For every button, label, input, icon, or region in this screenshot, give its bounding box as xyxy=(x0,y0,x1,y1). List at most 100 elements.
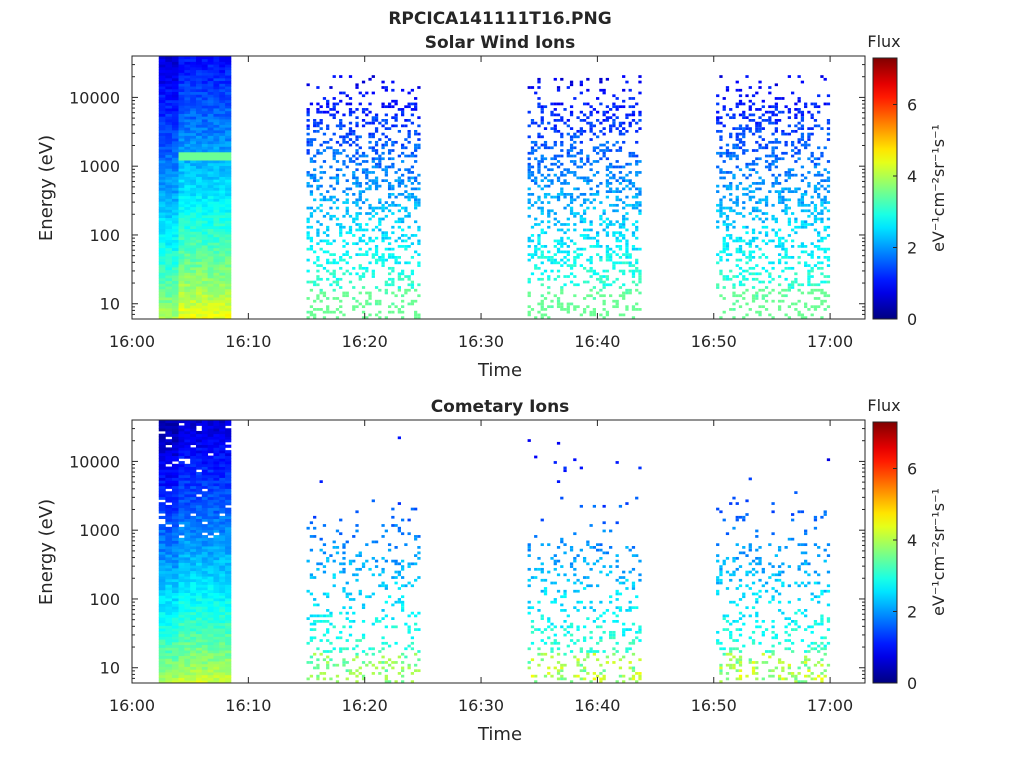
heatmap-cell xyxy=(371,206,375,210)
heatmap-cell xyxy=(745,124,749,128)
heatmap-cell xyxy=(332,149,336,152)
heatmap-cell xyxy=(201,110,209,114)
heatmap-cell xyxy=(178,176,185,180)
heatmap-cell xyxy=(638,187,642,191)
heatmap-cell xyxy=(800,313,805,317)
heatmap-cell xyxy=(225,250,232,254)
heatmap-cell xyxy=(378,201,382,204)
heatmap-cell xyxy=(190,661,197,665)
heatmap-cell xyxy=(543,308,548,311)
heatmap-cell xyxy=(184,302,191,306)
heatmap-cell xyxy=(190,663,197,667)
heatmap-cell xyxy=(768,280,772,284)
heatmap-cell xyxy=(201,428,209,432)
heatmap-cell xyxy=(527,280,531,284)
heatmap-cell xyxy=(165,245,173,249)
heatmap-cell xyxy=(573,294,577,298)
heatmap-cell xyxy=(391,187,395,191)
heatmap-cell xyxy=(213,119,220,123)
heatmap-cell xyxy=(158,308,166,312)
heatmap-cell xyxy=(213,313,220,317)
heatmap-cell xyxy=(207,160,214,164)
heatmap-cell xyxy=(342,91,346,95)
heatmap-cell xyxy=(225,680,232,684)
heatmap-cell xyxy=(195,146,203,150)
heatmap-cell xyxy=(342,162,346,166)
heatmap-cell xyxy=(225,190,232,194)
heatmap-cell xyxy=(797,97,801,100)
heatmap-cell xyxy=(358,239,362,243)
heatmap-cell xyxy=(306,231,310,235)
heatmap-cell xyxy=(225,595,232,599)
heatmap-cell xyxy=(225,587,232,591)
heatmap-cell xyxy=(368,77,372,81)
heatmap-cell xyxy=(791,255,795,259)
heatmap-cell xyxy=(201,554,209,558)
heatmap-cell xyxy=(225,430,232,435)
heatmap-cell xyxy=(371,149,375,152)
heatmap-cell xyxy=(190,239,197,243)
heatmap-cell xyxy=(184,600,191,604)
heatmap-cell xyxy=(573,261,577,265)
heatmap-cell xyxy=(309,247,314,251)
heatmap-cell xyxy=(178,455,185,459)
heatmap-cell xyxy=(748,129,752,133)
heatmap-cell xyxy=(777,110,782,114)
heatmap-cell xyxy=(358,277,362,281)
heatmap-cell xyxy=(225,652,232,656)
heatmap-cell xyxy=(592,245,596,248)
heatmap-cell xyxy=(195,291,203,295)
heatmap-cell xyxy=(823,280,827,284)
heatmap-cell xyxy=(201,316,209,320)
heatmap-cell xyxy=(391,255,395,259)
heatmap-cell xyxy=(625,288,629,292)
heatmap-cell xyxy=(378,223,382,226)
heatmap-cell xyxy=(556,247,561,251)
heatmap-cell xyxy=(553,113,557,117)
heatmap-cell xyxy=(178,436,185,440)
heatmap-cell xyxy=(826,171,831,174)
heatmap-cell xyxy=(225,316,232,320)
heatmap-cell xyxy=(201,581,209,585)
heatmap-cell xyxy=(326,198,330,202)
heatmap-cell xyxy=(316,184,320,188)
heatmap-cell xyxy=(309,239,314,243)
heatmap-cell xyxy=(313,168,317,172)
heatmap-cell xyxy=(213,127,220,131)
heatmap-cell xyxy=(358,225,362,229)
heatmap-cell xyxy=(207,242,214,246)
heatmap-cell xyxy=(190,669,197,673)
heatmap-cell xyxy=(201,526,209,530)
heatmap-cell xyxy=(547,258,551,262)
heatmap-cell xyxy=(553,223,557,226)
heatmap-cell xyxy=(745,149,749,152)
heatmap-cell xyxy=(817,305,821,309)
heatmap-cell xyxy=(605,275,610,278)
heatmap-cell xyxy=(207,179,214,183)
heatmap-cell xyxy=(184,113,191,117)
heatmap-cell xyxy=(171,581,179,585)
heatmap-cell xyxy=(404,168,408,172)
heatmap-cell xyxy=(201,154,209,158)
heatmap-cell xyxy=(722,310,726,314)
heatmap-cell xyxy=(547,168,551,172)
heatmap-cell xyxy=(602,110,606,114)
heatmap-cell xyxy=(171,578,179,583)
heatmap-cell xyxy=(178,316,185,320)
heatmap-cell xyxy=(530,179,535,183)
heatmap-cell xyxy=(381,80,385,84)
heatmap-cell xyxy=(589,269,593,273)
heatmap-cell xyxy=(190,461,197,465)
heatmap-cell xyxy=(201,195,209,199)
heatmap-cell xyxy=(201,480,209,484)
heatmap-cell xyxy=(165,88,173,93)
heatmap-cell xyxy=(352,132,356,136)
heatmap-cell xyxy=(622,236,626,240)
heatmap-cell xyxy=(716,283,720,287)
heatmap-cell xyxy=(735,275,739,278)
heatmap-cell xyxy=(184,286,191,290)
heatmap-cell xyxy=(622,294,626,298)
heatmap-cell xyxy=(784,250,788,254)
heatmap-cell xyxy=(171,452,179,457)
heatmap-cell xyxy=(826,160,831,163)
